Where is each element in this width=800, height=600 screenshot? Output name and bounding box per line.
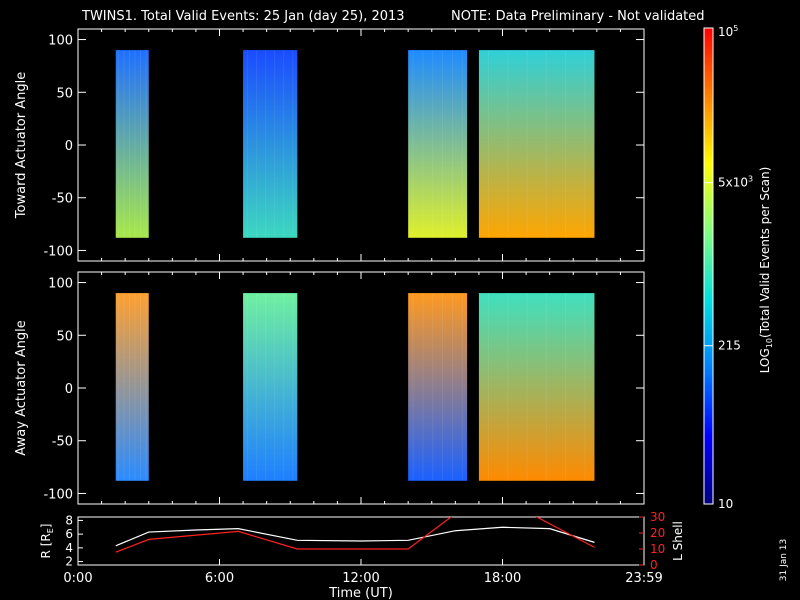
time-tick-label: 0:00 [63, 571, 92, 586]
date-stamp: 31 Jan 13 [779, 539, 789, 582]
lshell-tick-label: 0 [650, 558, 658, 572]
lshell-tick-label: 10 [650, 542, 665, 556]
orbit-y2-ticks: 30 20 10 0 [639, 510, 665, 572]
time-x-ticks: 0:00 6:00 12:00 18:00 23:59 [63, 559, 663, 586]
colorbar-tick-base: 10 [718, 25, 733, 39]
chart-title: TWINS1. Total Valid Events: 25 Jan (day … [81, 9, 405, 24]
colorbar-tick-label: 5x103 [718, 175, 753, 190]
radius-tick-label: 2 [65, 555, 73, 569]
colorbar-tick-exponent: 3 [748, 175, 753, 184]
colorbar-label-sub: 10 [765, 338, 774, 348]
toward-y-axis-label: Toward Actuator Angle [14, 72, 29, 219]
radius-label-close: ] [39, 524, 53, 529]
y-tick-label: -100 [43, 244, 73, 259]
y-tick-label: 0 [65, 382, 73, 397]
radius-label-sub: E [46, 528, 55, 533]
away-y-ticks: 100 50 0 -50 -100 [43, 272, 645, 504]
away-heatmap-blocks [115, 293, 595, 481]
colorbar-tick-label: 215 [718, 339, 741, 353]
y-tick-label: -50 [52, 435, 73, 450]
heatmap-block [478, 293, 595, 481]
y-tick-label: 100 [48, 277, 73, 292]
lshell-tick-label: 20 [650, 526, 665, 540]
time-axis-label: Time (UT) [328, 586, 393, 600]
heatmap-block [115, 50, 149, 238]
colorbar-tick-base: 5x10 [718, 176, 748, 190]
y-tick-label: -50 [52, 192, 73, 207]
radius-label-main: R [R [39, 533, 53, 558]
radius-line [115, 526, 595, 547]
lshell-line [115, 517, 595, 553]
lshell-tick-label: 30 [650, 510, 665, 524]
colorbar-tick-label: 105 [718, 24, 738, 39]
preliminary-note: NOTE: Data Preliminary - Not validated [451, 9, 705, 24]
y-tick-label: 50 [56, 86, 73, 101]
toward-heatmap-blocks [115, 50, 595, 238]
time-tick-label: 23:59 [625, 571, 662, 586]
heatmap-block [115, 293, 149, 481]
heatmap-block [478, 50, 595, 238]
colorbar-tick-base: 215 [718, 339, 741, 353]
colorbar-tick-base: 10 [718, 497, 733, 511]
time-tick-label: 6:00 [205, 571, 234, 586]
toward-actuator-panel: 100 50 0 -50 -100 Toward Actuator Angle [14, 28, 645, 262]
radius-tick-label: 8 [65, 513, 73, 527]
away-actuator-panel: 100 50 0 -50 -100 Away Actuator Angle [14, 271, 645, 505]
colorbar-label-pre: LOG [758, 348, 772, 373]
colorbar-label-post: (Total Valid Events per Scan) [758, 167, 772, 338]
radius-tick-label: 6 [65, 527, 73, 541]
heatmap-block [243, 50, 298, 238]
time-tick-label: 12:00 [342, 571, 379, 586]
colorbar-tick-label: 10 [718, 497, 733, 511]
lshell-axis-label: L Shell [671, 521, 685, 561]
radius-tick-label: 4 [65, 541, 73, 555]
toward-y-ticks: 100 50 0 -50 -100 [43, 29, 645, 261]
colorbar-tick-exponent: 5 [733, 24, 738, 33]
colorbar-label: LOG10(Total Valid Events per Scan) [758, 167, 774, 374]
heatmap-block [408, 50, 468, 238]
time-tick-label: 18:00 [484, 571, 521, 586]
heatmap-block [408, 293, 468, 481]
y-tick-label: 0 [65, 139, 73, 154]
y-tick-label: 50 [56, 329, 73, 344]
colorbar-gradient [703, 27, 714, 505]
away-y-axis-label: Away Actuator Angle [14, 320, 29, 455]
radius-axis-label: R [RE] [39, 524, 55, 559]
heatmap-block [243, 293, 298, 481]
y-tick-label: 100 [48, 34, 73, 49]
y-tick-label: -100 [43, 487, 73, 502]
orbit-lines [115, 517, 595, 553]
